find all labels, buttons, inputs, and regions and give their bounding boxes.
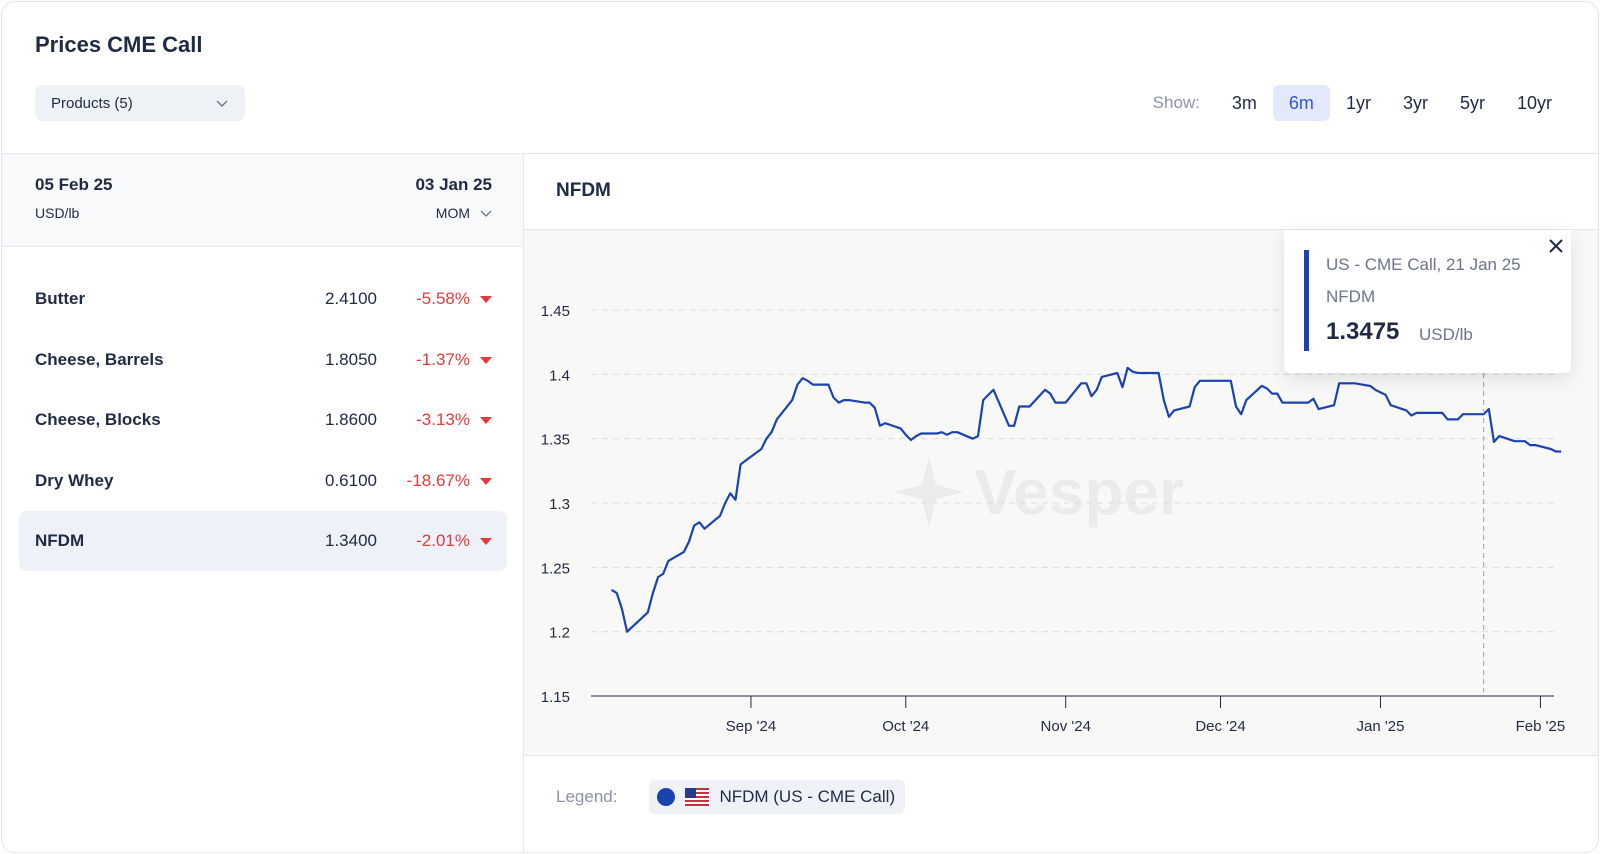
- tooltip-series-bar: [1304, 250, 1309, 351]
- series-dot-icon: [657, 788, 676, 806]
- products-dropdown-label: Products (5): [51, 94, 133, 112]
- down-arrow-icon: [480, 357, 492, 364]
- product-name: NFDM: [35, 531, 85, 550]
- panel-divider: [523, 154, 524, 852]
- x-tick-label: Oct '24: [882, 718, 929, 735]
- product-price: 1.3400: [325, 531, 377, 550]
- y-tick-label: 1.2: [549, 625, 570, 642]
- down-arrow-icon: [480, 538, 492, 545]
- product-name: Cheese, Blocks: [35, 410, 161, 429]
- product-row-dry-whey[interactable]: Dry Whey 0.6100 -18.67%: [19, 451, 507, 511]
- product-price: 0.6100: [325, 471, 377, 490]
- down-arrow-icon: [480, 478, 492, 485]
- chart-tooltip: US - CME Call, 21 Jan 25 NFDM 1.3475 USD…: [1284, 230, 1571, 373]
- y-tick-label: 1.25: [541, 560, 570, 577]
- chart-area[interactable]: Vesper 1.45 1.4 1.35 1.3 1.25 1.2 1.15 Sep '24 O…: [524, 229, 1598, 756]
- products-dropdown[interactable]: Products (5): [35, 85, 245, 121]
- y-tick-label: 1.45: [541, 303, 570, 320]
- range-1yr[interactable]: 1yr: [1345, 93, 1371, 113]
- legend-item-nfdm[interactable]: NFDM (US - CME Call): [649, 780, 906, 814]
- product-row-butter[interactable]: Butter 2.4100 -5.58%: [19, 269, 507, 329]
- us-flag-icon: [685, 788, 710, 806]
- compare-mode-dropdown[interactable]: MOM: [436, 205, 492, 221]
- tooltip-value: 1.3475: [1326, 318, 1400, 345]
- chevron-down-icon: [480, 210, 492, 217]
- product-change: -1.37%: [416, 350, 470, 369]
- x-tick-label: Nov '24: [1041, 718, 1091, 735]
- range-10yr[interactable]: 10yr: [1516, 93, 1552, 113]
- range-3yr[interactable]: 3yr: [1402, 93, 1428, 113]
- unit-label: USD/lb: [35, 205, 80, 221]
- range-selector: Show: 3m 6m 1yr 3yr 5yr 10yr: [1153, 85, 1568, 121]
- close-icon[interactable]: [1548, 238, 1564, 254]
- y-tick-label: 1.4: [549, 367, 570, 384]
- compare-mode-label: MOM: [435, 205, 470, 221]
- x-tick-label: Dec '24: [1195, 718, 1245, 735]
- tooltip-product: NFDM: [1326, 287, 1376, 306]
- tooltip-unit: USD/lb: [1419, 325, 1473, 344]
- down-arrow-icon: [480, 417, 492, 424]
- product-change: -2.01%: [416, 531, 470, 550]
- chart-legend: Legend: NFDM (US - CME Call): [556, 780, 906, 814]
- show-label: Show:: [1152, 93, 1200, 112]
- chart-title: NFDM: [556, 180, 611, 201]
- x-tick-label: Jan '25: [1357, 718, 1405, 735]
- product-change: -5.58%: [416, 289, 470, 308]
- legend-label: Legend:: [556, 787, 618, 806]
- y-tick-label: 1.3: [549, 496, 570, 513]
- product-price: 1.8050: [325, 350, 377, 369]
- tooltip-source-date: US - CME Call, 21 Jan 25: [1326, 255, 1521, 274]
- product-list-header: 05 Feb 25 USD/lb 03 Jan 25 MOM: [2, 154, 523, 247]
- product-price: 2.4100: [325, 289, 377, 308]
- range-6m[interactable]: 6m: [1272, 85, 1330, 121]
- x-tick-label: Sep '24: [726, 718, 776, 735]
- down-arrow-icon: [480, 296, 492, 303]
- page-title: Prices CME Call: [35, 32, 203, 57]
- header-divider: [2, 153, 1598, 154]
- nfdm-line-chart: 1.45 1.4 1.35 1.3 1.25 1.2 1.15 Sep '24 Oct '24 N…: [541, 303, 1566, 735]
- watermark-logo: Vesper: [894, 455, 1184, 529]
- product-name: Butter: [35, 289, 86, 308]
- current-date: 05 Feb 25: [35, 175, 113, 194]
- chevron-down-icon: [216, 100, 228, 107]
- product-change: -3.13%: [416, 410, 470, 429]
- range-3m[interactable]: 3m: [1231, 93, 1257, 113]
- y-tick-label: 1.35: [541, 432, 570, 449]
- legend-item-label: NFDM (US - CME Call): [719, 787, 896, 806]
- product-row-nfdm[interactable]: NFDM 1.3400 -2.01%: [19, 511, 507, 571]
- product-change: -18.67%: [406, 471, 470, 490]
- product-row-cheese-barrels[interactable]: Cheese, Barrels 1.8050 -1.37%: [19, 330, 507, 390]
- vesper-logo-icon: [894, 457, 964, 527]
- series-line-nfdm: [611, 366, 1562, 633]
- product-list-panel: 05 Feb 25 USD/lb 03 Jan 25 MOM Butter 2.…: [2, 154, 523, 852]
- product-name: Dry Whey: [35, 471, 114, 490]
- y-tick-label: 1.15: [541, 689, 570, 706]
- compare-date: 03 Jan 25: [415, 175, 492, 194]
- product-price: 1.8600: [325, 410, 377, 429]
- product-row-cheese-blocks[interactable]: Cheese, Blocks 1.8600 -3.13%: [19, 390, 507, 450]
- watermark-text: Vesper: [974, 456, 1184, 528]
- chart-panel: NFDM Vesper 1.45 1.4 1.35 1.3 1.25 1.2 1.15 Sep…: [524, 154, 1598, 852]
- x-tick-label: Feb '25: [1516, 718, 1566, 735]
- range-5yr[interactable]: 5yr: [1459, 93, 1485, 113]
- product-name: Cheese, Barrels: [35, 350, 164, 369]
